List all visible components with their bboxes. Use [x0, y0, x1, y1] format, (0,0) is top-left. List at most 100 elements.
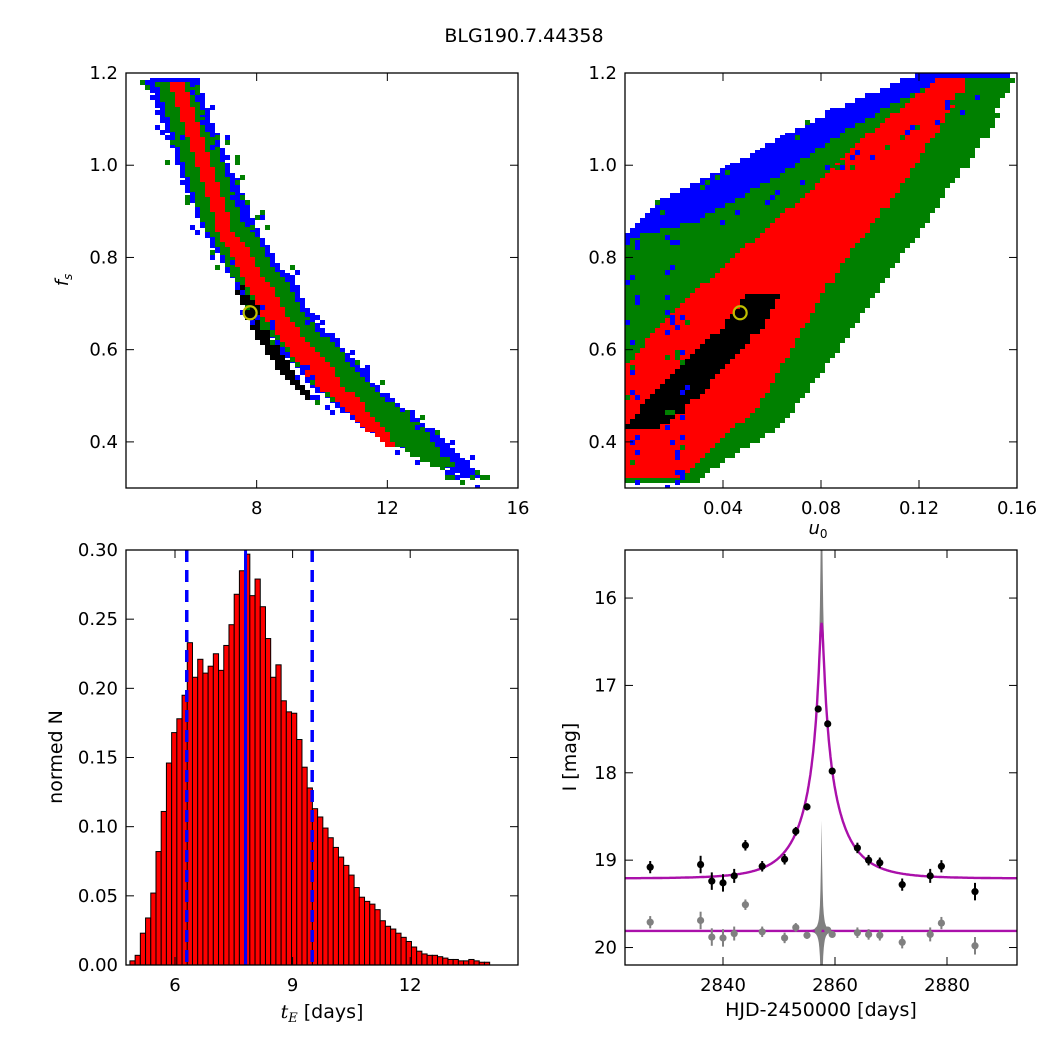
grain-cell — [255, 215, 260, 220]
band-cell — [240, 300, 255, 305]
grain-cell — [235, 160, 240, 165]
band-cell — [255, 302, 280, 307]
p3-ticks: 6 9 12 0.00 0.05 0.10 0.15 0.20 0.25 0.30 — [78, 540, 518, 996]
band-cell — [740, 158, 850, 163]
band-cell — [640, 409, 685, 414]
band-cell — [860, 138, 930, 143]
band-cell — [650, 394, 700, 399]
band-cell — [275, 365, 290, 370]
grain-cell — [260, 210, 265, 215]
histogram-bar — [379, 920, 386, 966]
band-cell — [665, 379, 710, 384]
band-cell — [625, 463, 695, 468]
grain-cell — [670, 410, 675, 415]
p2-xtick-label: 0.04 — [703, 498, 743, 519]
band-cell — [245, 277, 265, 282]
grain-cell — [635, 245, 640, 250]
band-cell — [245, 310, 260, 315]
grain-cell — [615, 420, 620, 425]
grain-cell — [435, 430, 440, 435]
grain-cell — [260, 305, 265, 310]
grain-cell — [620, 405, 625, 410]
histogram-bar — [160, 810, 167, 966]
grain-cell — [915, 125, 920, 130]
band-cell — [885, 118, 945, 123]
band-cell — [225, 242, 245, 247]
band-cell — [320, 387, 345, 392]
data-point — [646, 863, 654, 871]
grain-cell — [290, 275, 295, 280]
grain-cell — [185, 200, 190, 205]
grain-cell — [615, 275, 620, 280]
grain-cell — [635, 300, 640, 305]
grain-cell — [155, 95, 160, 100]
band-cell — [380, 437, 390, 442]
grain-cell — [250, 225, 255, 230]
grain-cell — [365, 365, 370, 370]
band-cell — [200, 177, 215, 182]
histogram-bar — [259, 606, 266, 966]
band-cell — [205, 187, 220, 192]
band-cell — [750, 153, 860, 158]
histogram-bar — [150, 892, 157, 966]
band-cell — [725, 319, 765, 324]
histogram-bar — [223, 644, 230, 966]
grain-cell — [655, 205, 660, 210]
histogram-bar — [275, 664, 282, 966]
grain-cell — [445, 475, 450, 480]
band-cell — [240, 295, 250, 300]
histogram-bar — [139, 932, 147, 966]
grain-cell — [225, 135, 230, 140]
p2-bands — [625, 73, 1015, 483]
band-cell — [185, 122, 200, 127]
p2-xtick-label: 0.16 — [997, 498, 1037, 519]
band-cell — [450, 468, 475, 473]
band-cell — [625, 473, 685, 478]
histogram-bar — [270, 676, 277, 966]
data-point — [853, 844, 862, 852]
grain-cell — [625, 395, 630, 400]
data-point — [865, 856, 873, 864]
grain-cell — [665, 330, 670, 335]
band-cell — [260, 307, 285, 312]
p1-xtick-label: 12 — [376, 498, 399, 519]
grain-cell — [625, 320, 630, 325]
grain-cell — [475, 485, 480, 488]
grain-cell — [655, 200, 660, 205]
grain-cell — [675, 480, 680, 485]
grain-cell — [465, 470, 470, 475]
band-cell — [255, 330, 270, 335]
band-cell — [270, 322, 295, 327]
residual-point — [898, 938, 906, 946]
grain-cell — [450, 475, 455, 480]
band-cell — [410, 452, 440, 457]
band-cell — [695, 288, 825, 293]
grain-cell — [855, 150, 860, 155]
grain-cell — [180, 180, 185, 185]
grain-cell — [240, 175, 245, 180]
grain-cell — [225, 140, 230, 145]
grain-cell — [620, 350, 625, 355]
grain-cell — [615, 410, 620, 415]
data-point — [828, 767, 836, 775]
band-cell — [275, 327, 300, 332]
grain-cell — [155, 110, 160, 115]
band-cell — [740, 304, 775, 309]
residual-point — [719, 934, 727, 942]
grain-cell — [900, 135, 905, 140]
p3-ytick-label: 0.00 — [78, 955, 118, 976]
grain-cell — [620, 420, 625, 425]
band-cell — [685, 359, 730, 364]
grain-cell — [405, 410, 410, 415]
band-cell — [285, 375, 300, 380]
grain-cell — [665, 485, 670, 488]
p3-ytick-label: 0.10 — [78, 817, 118, 838]
band-cell — [395, 442, 435, 447]
grain-cell — [240, 195, 245, 200]
histogram-bar — [212, 653, 220, 966]
band-cell — [710, 173, 820, 178]
grain-cell — [625, 240, 630, 245]
band-cell — [785, 208, 880, 213]
grain-cell — [680, 475, 685, 480]
grain-cell — [210, 145, 215, 150]
